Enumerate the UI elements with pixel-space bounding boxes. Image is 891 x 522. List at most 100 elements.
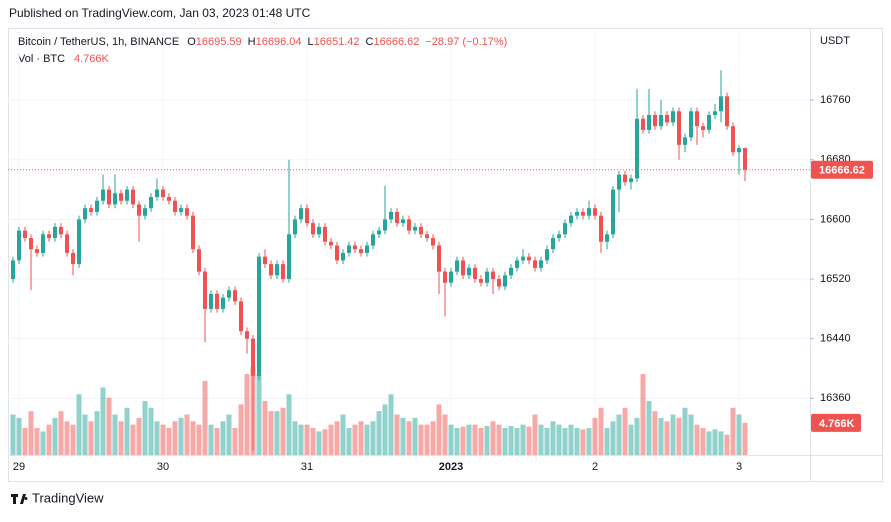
volume-bar: [514, 428, 520, 455]
volume-bar: [286, 394, 292, 455]
volume-bar: [424, 424, 430, 455]
volume-bar: [124, 407, 130, 455]
candle-body: [449, 271, 453, 283]
candle-body: [467, 267, 471, 276]
candle-body: [215, 293, 219, 309]
candle-body: [257, 256, 261, 376]
legend-letter: O: [187, 36, 196, 48]
candle-body: [401, 219, 405, 224]
volume-bar: [136, 417, 142, 455]
candle-body: [11, 260, 15, 280]
volume-bar: [94, 411, 100, 455]
volume-bar: [418, 424, 424, 455]
volume-bar: [256, 374, 262, 455]
volume-bar: [184, 414, 190, 455]
volume-bar: [634, 417, 640, 455]
candle-body: [413, 226, 417, 231]
candle-body: [509, 267, 513, 276]
candle-body: [131, 189, 135, 205]
candle-body: [281, 264, 285, 280]
legend-close: 16666.62: [373, 36, 419, 48]
volume-bar: [604, 428, 610, 455]
legend-low: 16651.42: [314, 36, 360, 48]
volume-bar: [538, 424, 544, 455]
last-volume-label: 4.766K: [819, 418, 855, 430]
volume-bar: [334, 421, 340, 455]
candle-body: [437, 245, 441, 272]
legend-high: 16696.04: [256, 36, 302, 48]
candle-body: [515, 260, 519, 268]
volume-bar: [466, 424, 472, 455]
candle-body: [581, 211, 585, 216]
volume-bar: [484, 425, 490, 455]
frame: [8, 28, 883, 482]
volume-bar: [274, 411, 280, 455]
volume-bar: [208, 424, 214, 455]
volume-bar: [214, 428, 220, 455]
volume-bar: [664, 421, 670, 455]
watermark: TradingView: [32, 490, 104, 505]
volume-bar: [646, 401, 652, 455]
candle-body: [233, 290, 237, 302]
candle-body: [713, 111, 717, 115]
volume-bar: [574, 428, 580, 455]
candle-body: [527, 256, 531, 261]
legend-change: −28.97 (−0.17%): [425, 36, 507, 48]
volume-bar: [550, 421, 556, 455]
candles: [11, 70, 747, 451]
candle-body: [629, 178, 633, 183]
candle-body: [647, 115, 651, 130]
candle-body: [701, 126, 705, 130]
candle-body: [689, 111, 693, 138]
axis-unit: USDT: [820, 35, 850, 47]
volume-bar: [106, 397, 112, 455]
candle-body: [53, 226, 57, 239]
volume-bar: [388, 394, 394, 455]
volume-bar: [460, 426, 466, 455]
candle-body: [335, 245, 339, 261]
candle-body: [503, 275, 507, 287]
y-tick-label: 16360: [820, 392, 851, 404]
logo: TradingView: [11, 490, 104, 505]
candle-body: [179, 208, 183, 212]
volume-bar: [568, 424, 574, 455]
candle-body: [377, 230, 381, 235]
volume-bar: [22, 428, 28, 455]
candle-body: [725, 96, 729, 127]
candle-body: [23, 230, 27, 239]
candle-body: [719, 96, 723, 112]
candle-body: [221, 297, 225, 309]
volume-bar: [52, 417, 58, 455]
candle-body: [191, 215, 195, 250]
candle-body: [101, 189, 105, 201]
volume-bar: [496, 424, 502, 455]
volume-bar: [562, 428, 568, 455]
candle-body: [617, 174, 621, 190]
candle-body: [143, 208, 147, 216]
volume-bar: [586, 428, 592, 455]
candle-body: [707, 115, 711, 130]
candle-body: [353, 245, 357, 250]
volume-bar: [526, 426, 532, 455]
candle-body: [167, 197, 171, 201]
volume-bar: [238, 404, 244, 455]
volume-bar: [592, 417, 598, 455]
volume-bar: [478, 428, 484, 455]
candle-body: [677, 111, 681, 145]
volume-bar: [64, 421, 70, 455]
volume-bar: [658, 417, 664, 455]
volume-bar: [622, 407, 628, 455]
candle-body: [371, 234, 375, 246]
candle-body: [269, 264, 273, 276]
volume-bar: [346, 428, 352, 455]
volume-bar: [718, 431, 724, 455]
candle-body: [389, 211, 393, 220]
volume-bar: [652, 411, 658, 455]
candle-body: [263, 256, 267, 265]
candle-body: [239, 301, 243, 332]
volume-bar: [310, 428, 316, 455]
candle-body: [173, 200, 177, 212]
volume-bar: [118, 421, 124, 455]
x-tick-label: 3: [736, 461, 742, 473]
candle-body: [65, 234, 69, 253]
